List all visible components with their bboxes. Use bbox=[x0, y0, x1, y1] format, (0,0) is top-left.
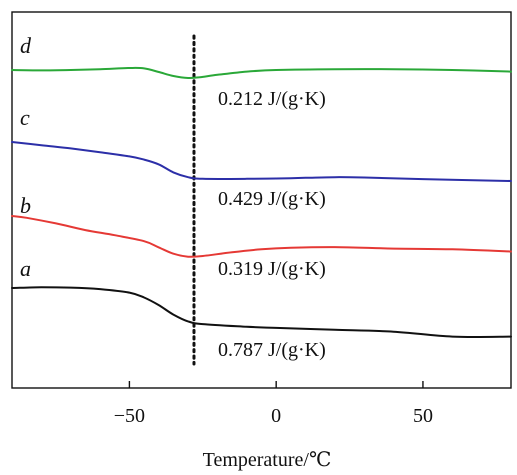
x-tick-label: 0 bbox=[271, 405, 281, 427]
curve-a bbox=[11, 286, 512, 338]
x-axis-title: Temperature/℃ bbox=[203, 449, 332, 471]
curve-letter-a: a bbox=[20, 256, 31, 281]
curve-b bbox=[11, 215, 512, 258]
heat-capacity-label-c: 0.429 J/(g·K) bbox=[218, 188, 326, 210]
plot-border bbox=[11, 11, 512, 389]
heat-capacity-label-a: 0.787 J/(g·K) bbox=[218, 339, 326, 361]
curve-letters: d c b a bbox=[20, 33, 32, 281]
heat-capacity-label-b: 0.319 J/(g·K) bbox=[218, 258, 326, 280]
curve-letter-c: c bbox=[20, 105, 30, 130]
curve-c bbox=[11, 141, 512, 182]
curves bbox=[11, 66, 512, 338]
plot-frame bbox=[11, 11, 512, 389]
x-axis-ticks: −50 0 50 bbox=[114, 381, 433, 427]
curve-letter-d: d bbox=[20, 33, 32, 58]
curve-letter-b: b bbox=[20, 193, 31, 218]
heat-capacity-label-d: 0.212 J/(g·K) bbox=[218, 88, 326, 110]
x-tick-label: −50 bbox=[114, 405, 145, 427]
heat-capacity-labels: 0.212 J/(g·K) 0.429 J/(g·K) 0.319 J/(g·K) 0… bbox=[218, 88, 326, 361]
x-tick-label: 50 bbox=[413, 405, 433, 427]
curve-d bbox=[11, 66, 512, 80]
